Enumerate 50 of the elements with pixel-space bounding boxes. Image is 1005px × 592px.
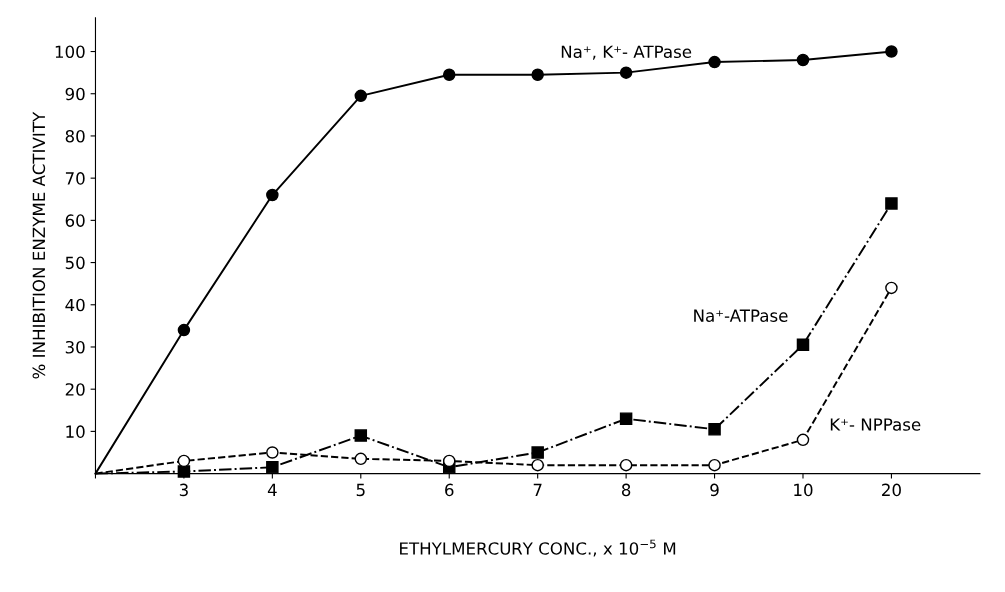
point	[708, 55, 721, 69]
point	[531, 68, 544, 81]
y-tick-label: 100	[55, 45, 85, 59]
x-tick-label: 9	[710, 483, 719, 497]
x-tick-label: 6	[445, 483, 454, 497]
y-tick-label: 70	[65, 172, 85, 185]
y-tick-label: 50	[65, 256, 85, 270]
point	[708, 458, 721, 472]
x-tick-label: 20	[882, 483, 901, 497]
x-tick-label: 7	[533, 483, 542, 496]
point	[796, 433, 810, 447]
point	[619, 458, 633, 472]
y-tick-label: 10	[66, 425, 85, 438]
point	[177, 323, 191, 337]
point	[885, 281, 898, 295]
point	[354, 452, 368, 466]
point	[177, 454, 191, 468]
point	[442, 68, 456, 81]
y-tick-label: 90	[65, 87, 85, 101]
y-tick-label: 40	[65, 298, 85, 312]
series-label: K⁺- NPPase	[830, 418, 921, 431]
point	[885, 45, 898, 58]
x-tick-label: 4	[267, 483, 277, 496]
x-axis-title: ETHYLMERCURY CONC., x 10$^{−5}$ M	[400, 539, 676, 557]
x-tick-label: 10	[794, 483, 813, 497]
y-axis-title: % INHIBITION ENZYME ACTIVITY	[32, 111, 46, 379]
x-tick-label: 5	[356, 483, 365, 497]
point	[266, 188, 279, 202]
y-tick-label: 60	[65, 214, 85, 227]
y-tick-label: 20	[65, 383, 85, 396]
point	[796, 53, 810, 67]
y-tick-label: 80	[65, 129, 85, 143]
point	[442, 454, 456, 468]
point	[177, 465, 191, 478]
series-label: Na⁺-ATPase	[694, 309, 788, 322]
x-tick-label: 3	[179, 483, 188, 497]
point	[266, 446, 279, 459]
point	[619, 412, 633, 425]
point	[619, 66, 633, 79]
point	[531, 446, 544, 459]
point	[885, 197, 898, 210]
point	[531, 458, 544, 472]
point	[354, 89, 368, 103]
point	[266, 461, 279, 474]
point	[354, 429, 368, 442]
point	[708, 423, 721, 436]
x-tick-label: 8	[621, 483, 631, 497]
series-label: Na⁺, K⁺- ATPase	[561, 45, 692, 60]
y-tick-label: 30	[65, 340, 85, 354]
point	[796, 338, 810, 352]
